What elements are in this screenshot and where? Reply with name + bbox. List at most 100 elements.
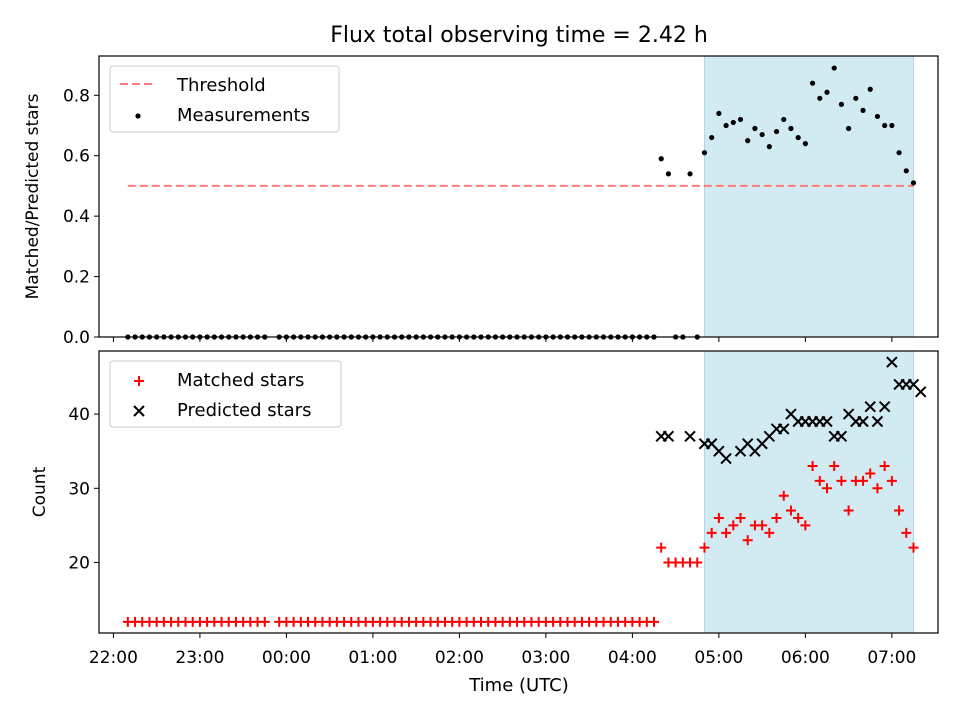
predicted-star-point [886, 356, 898, 368]
matched-star-point [656, 542, 667, 553]
matched-star-point [836, 475, 847, 486]
matched-star-point [692, 557, 703, 568]
matched-star-point [721, 527, 732, 538]
predicted-star-point [871, 415, 884, 428]
measurement-point [802, 141, 808, 147]
matched-star-point [814, 475, 825, 486]
x-tick-label: 22:00 [89, 648, 138, 668]
matched-star-point [829, 461, 840, 472]
legend-predicted-swatch [133, 405, 145, 417]
measurement-point [846, 125, 852, 132]
measurement-point [730, 119, 736, 126]
matched-star-point [793, 512, 804, 523]
y-tick-label: 0.6 [63, 147, 90, 167]
measurement-point [723, 122, 729, 129]
measurement-point [752, 125, 758, 132]
y-tick-label: 20 [68, 554, 90, 574]
x-tick-label: 07:00 [867, 648, 916, 668]
top-axes-frame [98, 55, 939, 338]
bottom-axes-frame [98, 350, 939, 634]
matched-star-point [742, 535, 753, 546]
x-tick-label: 04:00 [608, 648, 657, 668]
x-axis-label: Time (UTC) [468, 675, 569, 696]
matched-star-point [706, 527, 717, 538]
matched-star-point [259, 616, 270, 627]
matched-star-point [894, 505, 905, 516]
matched-star-point [858, 475, 869, 486]
bottom-legend: Matched stars Predicted stars [109, 360, 342, 428]
measurement-point [896, 150, 902, 156]
predicted-star-point [778, 423, 790, 435]
legend-label: Threshold [176, 75, 266, 96]
x-tick-label: 23:00 [175, 648, 224, 668]
measurement-point [737, 116, 744, 123]
measurement-point [745, 138, 751, 144]
predicted-star-point [864, 400, 876, 413]
top-shaded-region [703, 55, 914, 338]
legend-label: Matched stars [177, 370, 304, 391]
predicted-star-point [662, 430, 675, 443]
matched-star-point [785, 505, 796, 516]
x-tick-label: 06:00 [781, 648, 830, 668]
measurement-point [781, 116, 787, 123]
matched-star-point [821, 483, 832, 494]
measurement-point [788, 125, 794, 132]
predicted-star-point [835, 430, 848, 443]
matched-star-point [735, 512, 746, 523]
measurement-point [687, 171, 693, 177]
measurement-point [874, 113, 881, 120]
matched-star-point [757, 520, 768, 531]
matched-star-point [713, 512, 724, 523]
matched-star-point [800, 520, 811, 531]
measurement-point [882, 122, 888, 129]
legend-label: Measurements [177, 105, 310, 126]
measurement-point [795, 134, 801, 141]
measurement-point [853, 95, 859, 101]
measurement-point [766, 144, 772, 150]
y-tick-label: 0.8 [63, 86, 90, 106]
measurement-point [824, 89, 830, 95]
predicted-star-point [684, 430, 696, 443]
measurement-point [759, 131, 765, 138]
measurement-point [889, 122, 895, 129]
bottom-shaded-region [703, 350, 914, 634]
matched-star-point [778, 490, 789, 501]
x-tick-label: 02:00 [435, 648, 484, 668]
matched-star-point [771, 512, 782, 523]
matched-star-point [879, 461, 890, 472]
matched-star-point [764, 527, 775, 538]
x-tick-label: 01:00 [348, 648, 397, 668]
matched-star-point [872, 483, 883, 494]
measurement-point [773, 128, 780, 135]
measurement-point [809, 80, 816, 86]
matched-star-point [886, 475, 897, 486]
matched-star-point [901, 527, 912, 538]
measurement-point [838, 101, 845, 107]
measurement-point [817, 95, 823, 101]
measurement-point [665, 171, 672, 177]
matched-star-point [728, 520, 739, 531]
bottom-y-axis-label: Count [30, 466, 50, 517]
measurement-point [910, 180, 917, 186]
x-tick-label: 03:00 [521, 648, 570, 668]
legend-matched-swatch [134, 376, 144, 386]
legend-label: Predicted stars [177, 400, 311, 421]
y-tick-label: 30 [68, 479, 90, 499]
measurement-point [716, 110, 722, 117]
predicted-star-point [878, 400, 891, 413]
matched-star-point [843, 505, 854, 516]
x-tick-label: 05:00 [694, 648, 743, 668]
matched-star-point [699, 542, 710, 553]
matched-star-point [649, 616, 660, 627]
measurement-point [903, 168, 909, 174]
measurement-point [831, 65, 837, 71]
legend-box [109, 360, 342, 428]
predicted-star-point [821, 415, 833, 428]
legend-measurement-swatch [135, 113, 141, 119]
chart-title: Flux total observing time = 2.42 h [330, 23, 708, 48]
measurement-point [658, 156, 664, 162]
count-panel: 20 30 40 Count Matched stars Predicted stars [30, 350, 939, 638]
matched-star-point [908, 542, 919, 553]
matched-star-point [807, 461, 818, 472]
